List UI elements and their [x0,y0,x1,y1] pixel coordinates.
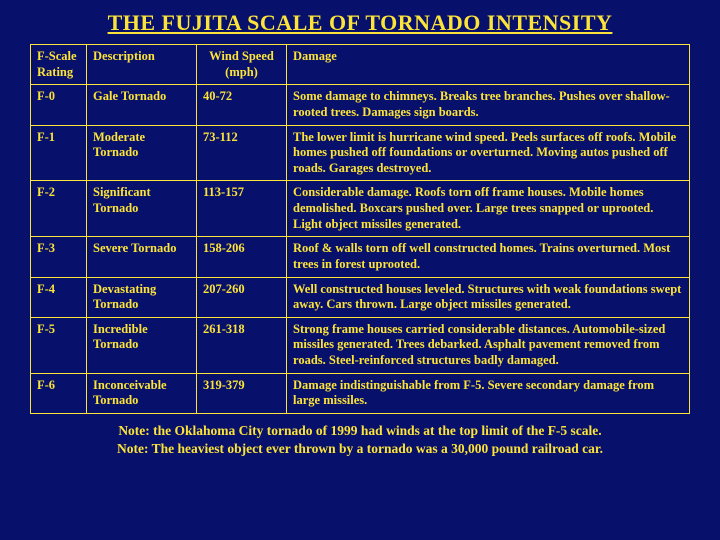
cell-rating: F-5 [31,317,87,373]
table-header-row: F-Scale Rating Description Wind Speed (m… [31,45,690,85]
cell-desc: Significant Tornado [87,181,197,237]
cell-desc: Gale Tornado [87,85,197,125]
cell-wind: 73-112 [197,125,287,181]
cell-desc: Devastating Tornado [87,277,197,317]
cell-damage: Strong frame houses carried considerable… [287,317,690,373]
col-header-rating: F-Scale Rating [31,45,87,85]
cell-wind: 319-379 [197,373,287,413]
table-row: F-4Devastating Tornado207-260Well constr… [31,277,690,317]
page-title: THE FUJITA SCALE OF TORNADO INTENSITY [30,10,690,36]
fujita-table: F-Scale Rating Description Wind Speed (m… [30,44,690,414]
cell-wind: 207-260 [197,277,287,317]
cell-rating: F-6 [31,373,87,413]
col-header-description: Description [87,45,197,85]
table-row: F-3Severe Tornado158-206Roof & walls tor… [31,237,690,277]
table-row: F-6Inconceivable Tornado319-379Damage in… [31,373,690,413]
cell-desc: Severe Tornado [87,237,197,277]
table-row: F-5Incredible Tornado261-318Strong frame… [31,317,690,373]
table-row: F-2Significant Tornado113-157Considerabl… [31,181,690,237]
footnote-1: Note: the Oklahoma City tornado of 1999 … [30,422,690,440]
table-row: F-1Moderate Tornado73-112The lower limit… [31,125,690,181]
page: THE FUJITA SCALE OF TORNADO INTENSITY F-… [0,0,720,464]
table-row: F-0Gale Tornado40-72Some damage to chimn… [31,85,690,125]
cell-wind: 261-318 [197,317,287,373]
col-header-wind: Wind Speed (mph) [197,45,287,85]
footnotes: Note: the Oklahoma City tornado of 1999 … [30,422,690,458]
cell-rating: F-0 [31,85,87,125]
cell-rating: F-1 [31,125,87,181]
cell-desc: Inconceivable Tornado [87,373,197,413]
cell-rating: F-3 [31,237,87,277]
cell-rating: F-4 [31,277,87,317]
cell-wind: 158-206 [197,237,287,277]
cell-desc: Moderate Tornado [87,125,197,181]
cell-wind: 113-157 [197,181,287,237]
cell-damage: The lower limit is hurricane wind speed.… [287,125,690,181]
cell-rating: F-2 [31,181,87,237]
cell-damage: Damage indistinguishable from F-5. Sever… [287,373,690,413]
cell-desc: Incredible Tornado [87,317,197,373]
col-header-damage: Damage [287,45,690,85]
cell-wind: 40-72 [197,85,287,125]
table-body: F-0Gale Tornado40-72Some damage to chimn… [31,85,690,414]
footnote-2: Note: The heaviest object ever thrown by… [30,440,690,458]
cell-damage: Roof & walls torn off well constructed h… [287,237,690,277]
cell-damage: Well constructed houses leveled. Structu… [287,277,690,317]
cell-damage: Some damage to chimneys. Breaks tree bra… [287,85,690,125]
cell-damage: Considerable damage. Roofs torn off fram… [287,181,690,237]
